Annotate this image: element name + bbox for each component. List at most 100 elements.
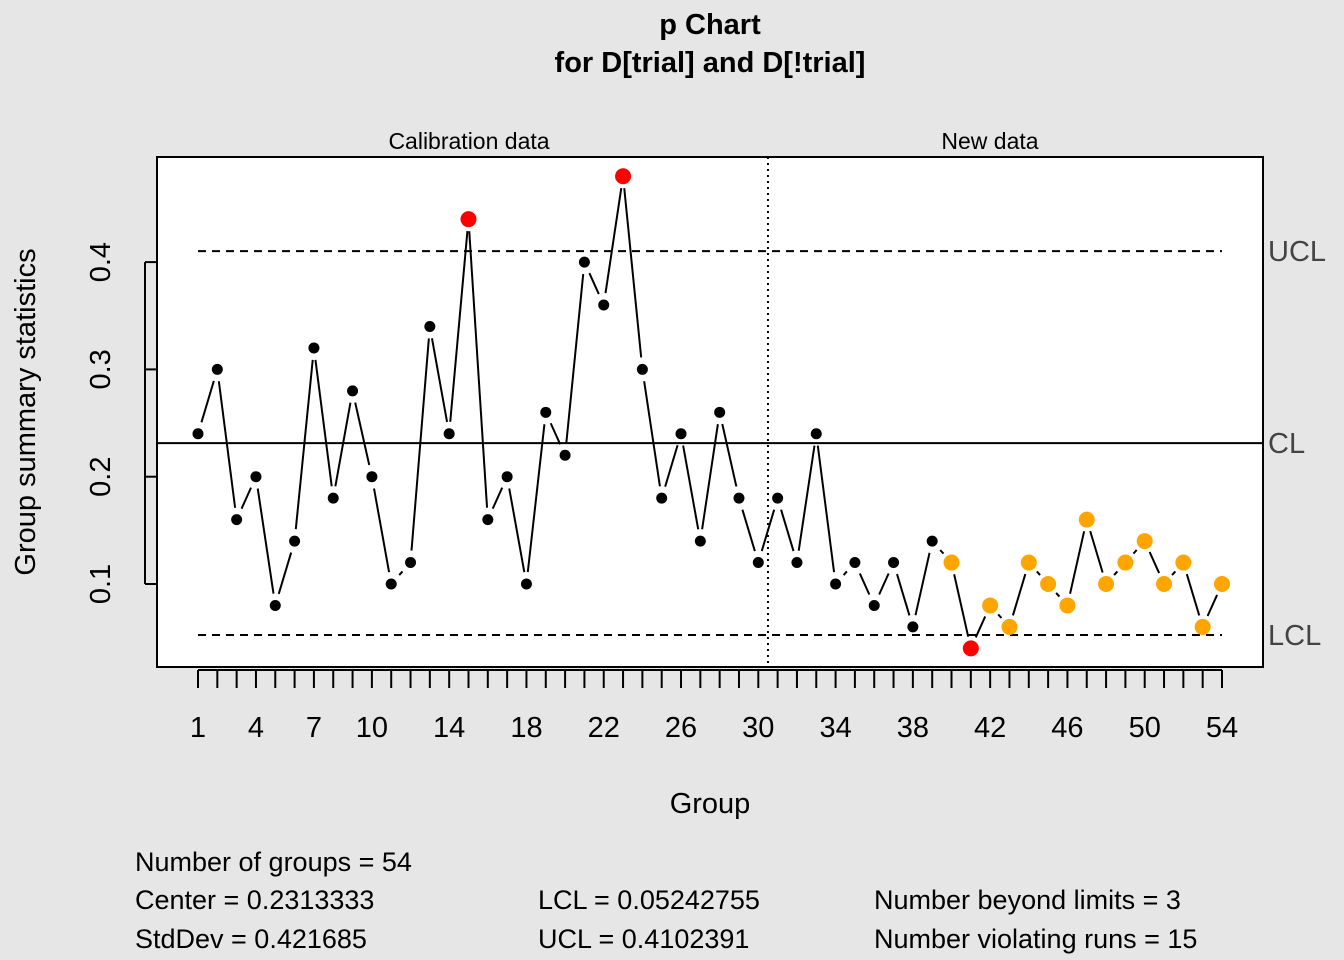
- series-segment: [200, 380, 215, 423]
- series-segment: [1148, 551, 1161, 574]
- section-label-calibration: Calibration data: [388, 128, 549, 154]
- x-tick-label: 42: [974, 712, 1006, 744]
- series-segment: [468, 231, 489, 508]
- stat-stddev: StdDev = 0.421685: [135, 924, 367, 954]
- x-tick-label: 34: [819, 712, 851, 744]
- data-point: [366, 471, 378, 483]
- data-point: [327, 492, 339, 504]
- y-tick-label: 0.2: [85, 457, 117, 497]
- data-point-violating-run: [1059, 597, 1076, 614]
- stat-center: Center = 0.2313333: [135, 885, 374, 915]
- stat-violating-runs: Number violating runs = 15: [874, 924, 1197, 954]
- series-segment: [1171, 570, 1177, 576]
- y-tick-label: 0.4: [85, 242, 117, 282]
- data-point: [714, 406, 726, 418]
- stat-lcl: LCL = 0.05242755: [538, 885, 760, 915]
- data-point: [308, 342, 320, 354]
- data-point: [520, 578, 532, 590]
- limit-label-cl: CL: [1268, 428, 1305, 460]
- series-segment: [682, 445, 700, 530]
- data-point-violating-run: [943, 554, 960, 571]
- series-segment: [997, 613, 1003, 619]
- series-segment: [449, 231, 469, 422]
- x-tick-label: 50: [1129, 712, 1161, 744]
- data-point: [772, 492, 784, 504]
- data-point-violating-run: [1020, 554, 1037, 571]
- data-point-violating-run: [1214, 576, 1230, 592]
- series-segment: [256, 488, 275, 594]
- data-point-violating-run: [1194, 618, 1211, 635]
- series-segment: [240, 487, 252, 510]
- chart-subtitle: for D[trial] and D[!trial]: [555, 47, 866, 79]
- data-point: [424, 320, 436, 332]
- x-tick-label: 30: [742, 712, 774, 744]
- series-segment: [314, 359, 333, 487]
- data-point: [752, 557, 764, 569]
- data-point: [598, 299, 610, 311]
- limit-label-ucl: UCL: [1268, 236, 1326, 268]
- data-point-beyond-limits: [962, 640, 979, 657]
- series-segment: [878, 573, 890, 595]
- data-point: [888, 557, 900, 569]
- series-segment: [549, 422, 562, 445]
- data-point-violating-run: [1098, 576, 1115, 592]
- x-tick-label: 18: [510, 712, 542, 744]
- data-point: [405, 557, 417, 569]
- series-segment: [1011, 573, 1027, 616]
- data-point-violating-run: [1136, 533, 1153, 550]
- series-segment: [1055, 592, 1061, 598]
- data-point: [578, 256, 590, 268]
- data-point: [791, 557, 803, 569]
- series-segment: [760, 509, 776, 552]
- data-point: [211, 363, 223, 375]
- data-point: [482, 514, 494, 526]
- series-segment: [373, 488, 391, 573]
- y-tick-label: 0.1: [85, 564, 117, 604]
- x-tick-label: 22: [588, 712, 620, 744]
- x-tick-label: 10: [356, 712, 388, 744]
- section-label-new: New data: [941, 128, 1038, 154]
- stat-groups: Number of groups = 54: [135, 847, 412, 877]
- data-point: [868, 599, 880, 611]
- series-segment: [842, 570, 848, 576]
- x-tick-label: 38: [897, 712, 929, 744]
- series-segment: [508, 488, 526, 573]
- x-axis-label: Group: [670, 788, 751, 820]
- data-point: [810, 428, 822, 440]
- data-point-violating-run: [982, 597, 999, 614]
- data-point: [675, 428, 687, 440]
- data-point-beyond-limits: [460, 211, 477, 228]
- series-segment: [858, 573, 871, 595]
- series-segment: [1036, 570, 1041, 576]
- data-point: [443, 428, 455, 440]
- series-segment: [1185, 573, 1201, 616]
- data-point-violating-run: [1001, 618, 1018, 635]
- series-segment: [1113, 570, 1119, 576]
- data-point: [289, 535, 301, 547]
- y-tick-label: 0.3: [85, 349, 117, 389]
- series-segment: [334, 402, 352, 487]
- data-point: [192, 428, 204, 440]
- data-point: [501, 471, 513, 483]
- series-segment: [701, 424, 719, 530]
- plot-area: [156, 156, 1264, 668]
- series-segment: [398, 570, 404, 576]
- chart-title: p Chart: [659, 9, 761, 41]
- x-tick-label: 46: [1051, 712, 1083, 744]
- series-segment: [410, 338, 430, 551]
- series-segment: [430, 338, 449, 423]
- series-segment: [623, 188, 643, 358]
- series-segment: [643, 381, 661, 487]
- x-tick-label: 1: [190, 712, 206, 744]
- series-segment: [1206, 594, 1218, 617]
- data-point: [540, 406, 552, 418]
- data-point-violating-run: [1078, 511, 1095, 528]
- data-point: [559, 449, 571, 461]
- series-segment: [354, 402, 371, 466]
- series-segment: [1132, 549, 1138, 555]
- data-point: [694, 535, 706, 547]
- x-tick-label: 54: [1206, 712, 1238, 744]
- series-segment: [974, 615, 987, 638]
- data-point: [636, 363, 648, 375]
